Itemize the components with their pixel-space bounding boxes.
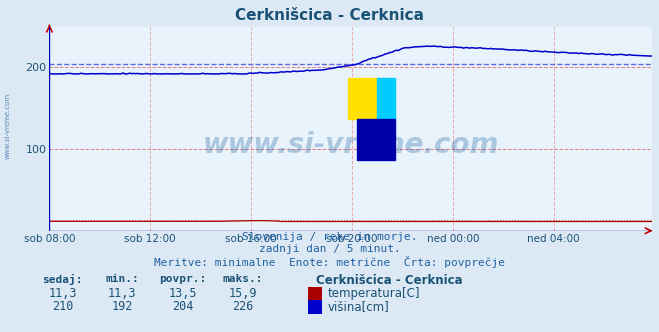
- Text: Cerknišcica - Cerknica: Cerknišcica - Cerknica: [235, 8, 424, 23]
- Text: 210: 210: [52, 300, 73, 313]
- Text: maks.:: maks.:: [222, 274, 263, 284]
- Text: Slovenija / reke in morje.: Slovenija / reke in morje.: [242, 232, 417, 242]
- Text: 15,9: 15,9: [228, 287, 257, 300]
- Text: min.:: min.:: [105, 274, 139, 284]
- Text: povpr.:: povpr.:: [159, 274, 207, 284]
- Text: sedaj:: sedaj:: [42, 274, 83, 285]
- Text: 192: 192: [111, 300, 132, 313]
- Text: 204: 204: [173, 300, 194, 313]
- Text: 11,3: 11,3: [48, 287, 77, 300]
- Text: višina[cm]: višina[cm]: [328, 300, 389, 313]
- Text: Meritve: minimalne  Enote: metrične  Črta: povprečje: Meritve: minimalne Enote: metrične Črta:…: [154, 256, 505, 268]
- Text: 13,5: 13,5: [169, 287, 198, 300]
- Text: Cerknišcica - Cerknica: Cerknišcica - Cerknica: [316, 274, 463, 287]
- Bar: [348, 78, 377, 119]
- Text: temperatura[C]: temperatura[C]: [328, 287, 420, 300]
- Text: www.si-vreme.com: www.si-vreme.com: [203, 131, 499, 159]
- Text: zadnji dan / 5 minut.: zadnji dan / 5 minut.: [258, 244, 401, 254]
- Bar: [357, 119, 395, 160]
- Text: 11,3: 11,3: [107, 287, 136, 300]
- Bar: [377, 78, 395, 119]
- Text: www.si-vreme.com: www.si-vreme.com: [5, 93, 11, 159]
- Text: 226: 226: [232, 300, 253, 313]
